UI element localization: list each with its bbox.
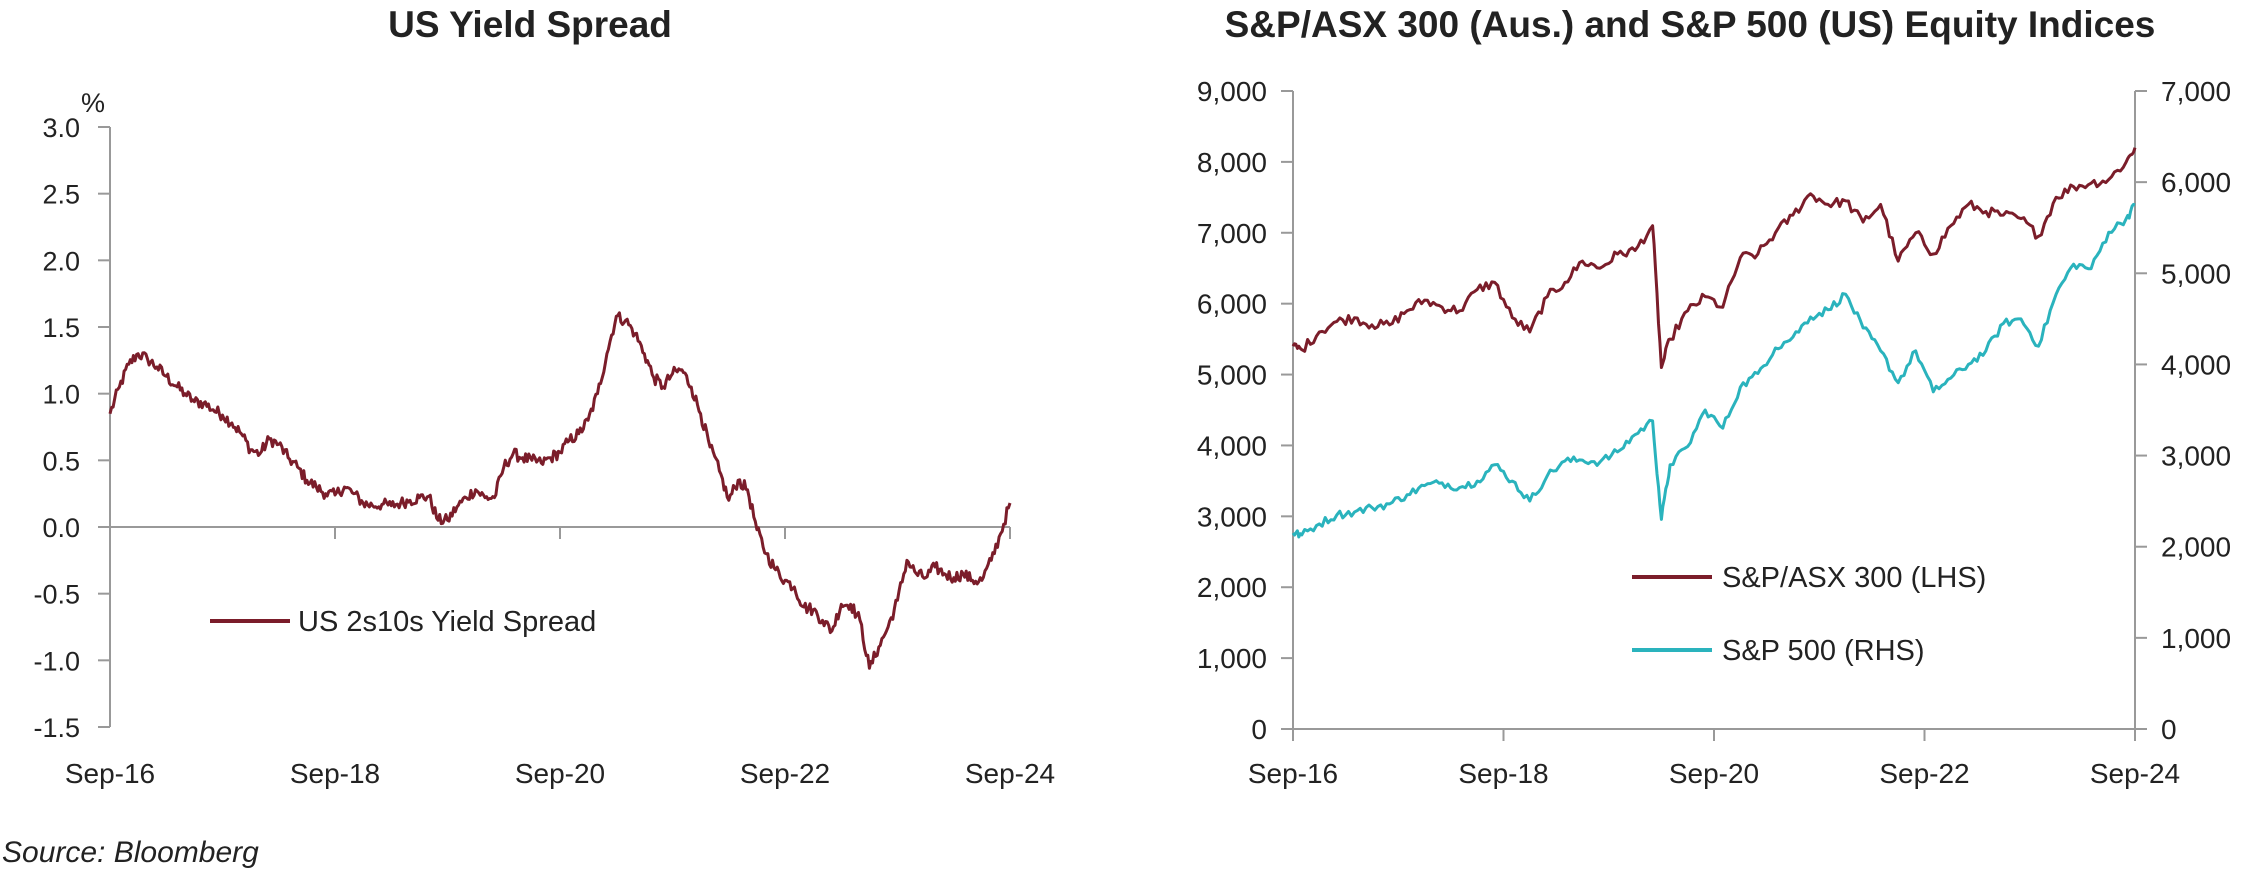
- legend-label-spread: US 2s10s Yield Spread: [298, 606, 596, 638]
- left-y-tick-label: 1,000: [1197, 643, 1267, 674]
- right-y-tick-label: 0: [2161, 714, 2177, 745]
- left-y-tick-label: 3,000: [1197, 501, 1267, 532]
- x-tick-label: Sep-20: [1669, 758, 1759, 789]
- right-y-tick-label: 7,000: [2161, 76, 2231, 107]
- y-tick-label: 0.0: [42, 513, 80, 543]
- y-tick-label: 2.5: [42, 180, 80, 210]
- right-y-tick-label: 5,000: [2161, 258, 2231, 289]
- x-tick-label: Sep-16: [1248, 758, 1338, 789]
- y-tick-label: 2.0: [42, 246, 80, 276]
- left-y-tick-label: 6,000: [1197, 289, 1267, 320]
- series-line-sp-500: [1291, 202, 2136, 539]
- legend-label-spx: S&P 500 (RHS): [1722, 635, 1925, 667]
- y-tick-label: -1.5: [33, 713, 80, 743]
- left-y-tick-label: 8,000: [1197, 147, 1267, 178]
- y-axis-unit-label: %: [81, 88, 105, 118]
- right-chart-title: S&P/ASX 300 (Aus.) and S&P 500 (US) Equi…: [1224, 4, 2156, 45]
- left-y-tick-label: 2,000: [1197, 572, 1267, 603]
- left-y-tick-label: 7,000: [1197, 218, 1267, 249]
- y-tick-label: 0.5: [42, 446, 80, 476]
- left-y-tick-label: 0: [1251, 714, 1267, 745]
- right-y-tick-label: 2,000: [2161, 532, 2231, 563]
- left-y-tick-label: 5,000: [1197, 360, 1267, 391]
- x-tick-label: Sep-20: [515, 758, 605, 789]
- x-tick-label: Sep-22: [1879, 758, 1969, 789]
- x-tick-label: Sep-16: [65, 758, 155, 789]
- source-note: Source: Bloomberg: [2, 836, 259, 869]
- series-line-sp-asx-300: [1291, 147, 2137, 369]
- right-y-tick-label: 1,000: [2161, 623, 2231, 654]
- right-y-tick-label: 6,000: [2161, 167, 2231, 198]
- x-tick-label: Sep-24: [965, 758, 1055, 789]
- right-y-tick-label: 3,000: [2161, 441, 2231, 472]
- left-chart-title: US Yield Spread: [388, 4, 672, 45]
- x-tick-label: Sep-24: [2090, 758, 2180, 789]
- x-tick-label: Sep-22: [740, 758, 830, 789]
- x-tick-label: Sep-18: [1458, 758, 1548, 789]
- y-tick-label: 3.0: [42, 113, 80, 143]
- series-line-us-2s10s: [108, 311, 1012, 670]
- y-tick-label: 1.0: [42, 380, 80, 410]
- equity-indices-chart: 9,000 8,000 7,000 6,000 5,000 4,000 3,000 2,000…: [1197, 76, 2231, 789]
- y-tick-label: -1.0: [33, 646, 80, 676]
- legend-label-asx: S&P/ASX 300 (LHS): [1722, 562, 1986, 594]
- right-y-tick-label: 4,000: [2161, 349, 2231, 380]
- left-y-tick-label: 4,000: [1197, 430, 1267, 461]
- x-tick-label: Sep-18: [290, 758, 380, 789]
- y-tick-label: -0.5: [33, 580, 80, 610]
- yield-spread-chart: % 3.0 2.5 2.0 1.5 1.0 0.5 0.0 -0.5 -1.0 -1.5 Sep-…: [33, 88, 1055, 789]
- y-tick-label: 1.5: [42, 313, 80, 343]
- left-y-tick-label: 9,000: [1197, 76, 1267, 107]
